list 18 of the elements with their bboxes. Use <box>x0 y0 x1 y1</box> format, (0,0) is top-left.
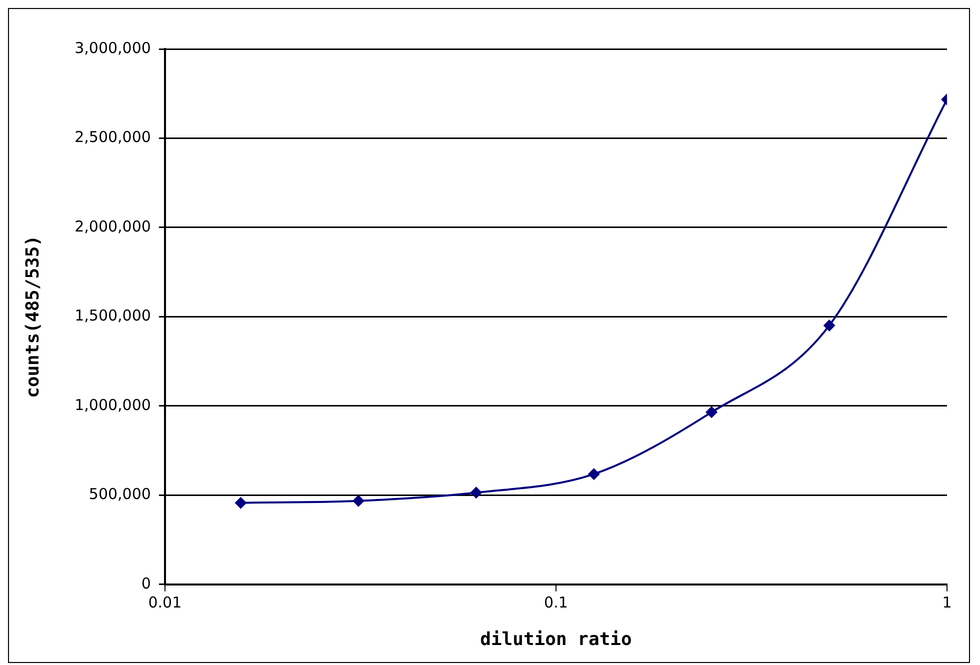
x-tick-label: 0.01 <box>148 593 182 612</box>
point <box>352 494 364 507</box>
point <box>823 319 836 332</box>
y-tick-label: 2,000,000 <box>74 217 151 236</box>
point <box>706 406 718 418</box>
point <box>234 496 247 509</box>
y-tick-label: 0 <box>141 574 151 592</box>
y-tick-label: 1,500,000 <box>74 306 151 325</box>
x-tick-label: 1 <box>942 593 952 612</box>
y-axis-title: counts(485/535) <box>22 235 44 398</box>
y-tick-label: 500,000 <box>88 485 151 504</box>
y-tick-label: 1,000,000 <box>74 396 151 414</box>
y-tick-label: 2,500,000 <box>74 128 151 146</box>
y-tick-label: 3,000,000 <box>74 38 151 57</box>
x-tick-label: 0.1 <box>544 593 568 612</box>
x-axis-title: dilution ratio <box>480 628 632 650</box>
point <box>588 468 600 480</box>
point <box>470 486 482 499</box>
